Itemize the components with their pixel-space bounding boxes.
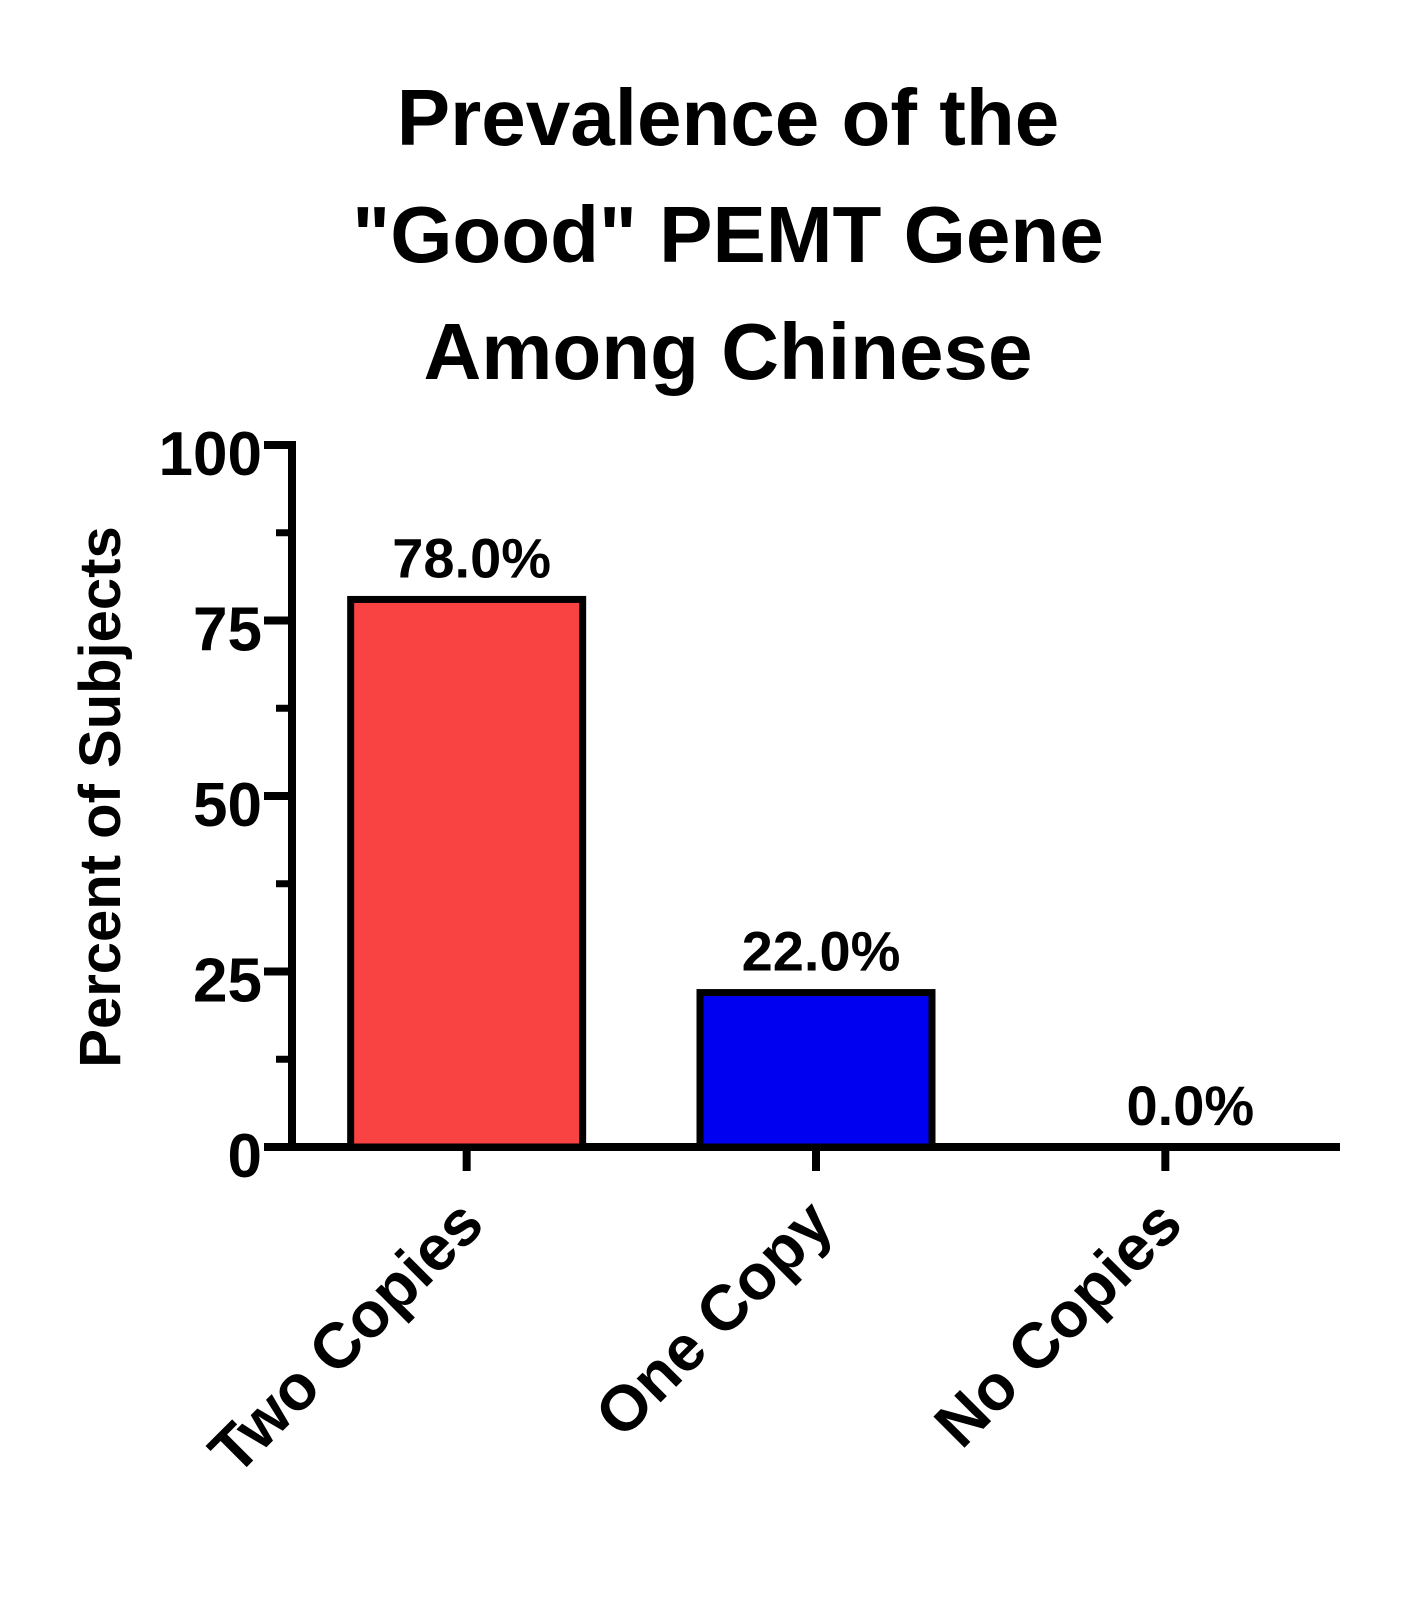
y-tick-label: 0 <box>228 1122 262 1191</box>
x-tick-label: No Copies <box>921 1186 1196 1461</box>
value-label: 0.0% <box>1127 1074 1255 1137</box>
chart-title: Prevalence of the <box>397 73 1060 162</box>
value-label: 22.0% <box>742 920 901 983</box>
bar <box>347 595 587 1151</box>
y-tick-label: 50 <box>193 771 262 840</box>
y-tick-label: 100 <box>159 420 262 489</box>
y-tick-label: 25 <box>193 947 262 1016</box>
y-axis-label: Percent of Subjects <box>68 526 133 1067</box>
value-label: 78.0% <box>392 526 551 589</box>
chart-title: "Good" PEMT Gene <box>352 190 1103 279</box>
bar <box>696 989 936 1151</box>
x-tick-label: Two Copies <box>195 1186 496 1487</box>
y-tick-label: 75 <box>193 596 262 665</box>
x-tick-label: One Copy <box>581 1186 846 1451</box>
chart-title: Among Chinese <box>424 307 1033 396</box>
